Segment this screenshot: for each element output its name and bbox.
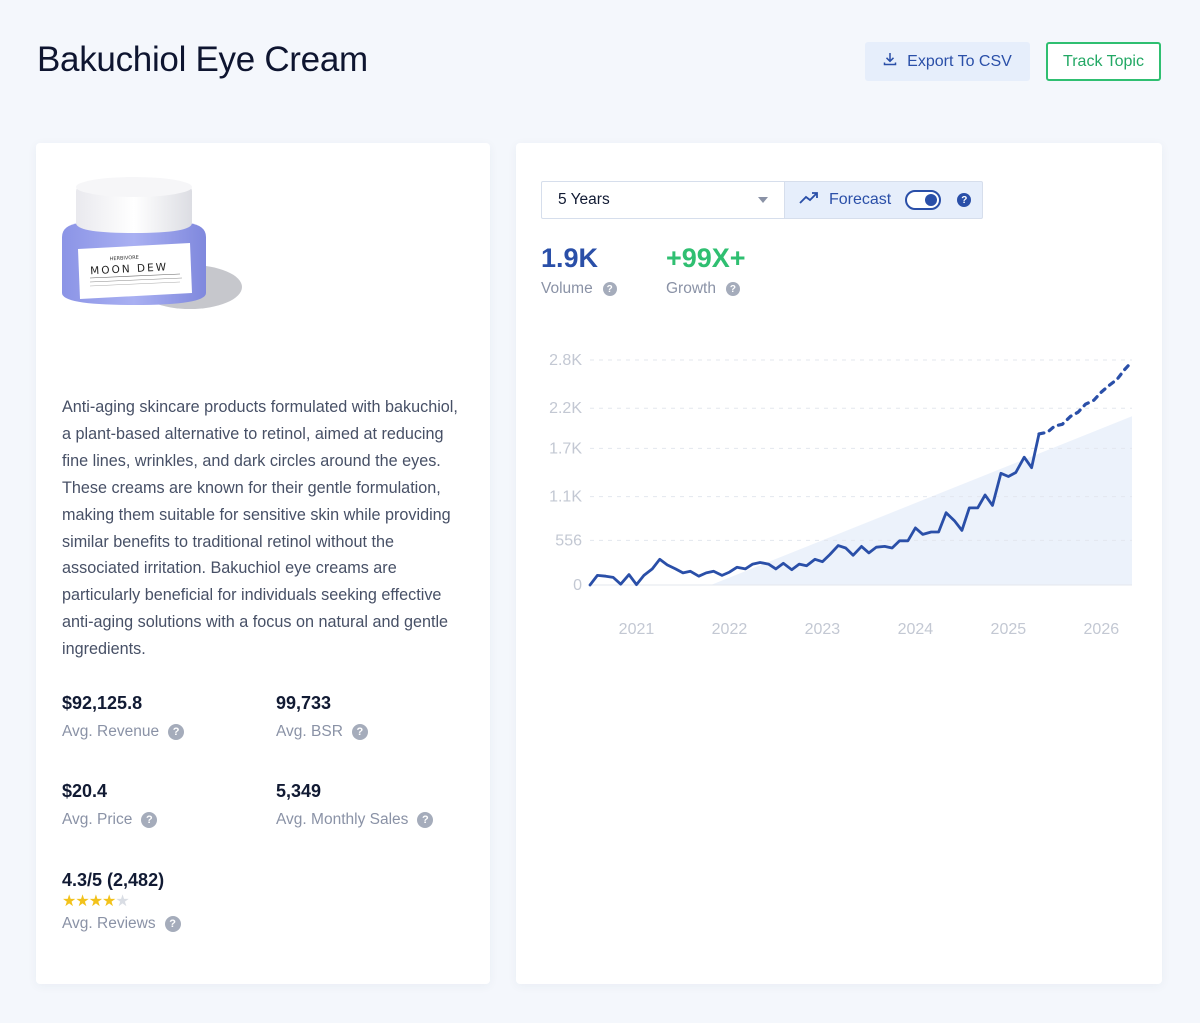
export-csv-label: Export To CSV <box>907 52 1012 70</box>
bsr-value: 99,733 <box>276 693 332 713</box>
trending-up-icon <box>799 191 819 210</box>
revenue-value: $92,125.8 <box>62 693 143 713</box>
y-tick-label: 2.8K <box>549 352 582 369</box>
revenue-label: Avg. Revenue <box>62 723 160 740</box>
star-filled-icon: ★ <box>75 893 89 910</box>
svg-text:MOON DEW: MOON DEW <box>90 261 168 277</box>
revenue-label-row: Avg. Revenue ? <box>62 723 185 741</box>
chevron-down-icon <box>758 197 768 203</box>
y-tick-label: 556 <box>555 532 582 549</box>
help-icon[interactable]: ? <box>725 282 740 296</box>
price-label-row: Avg. Price ? <box>62 811 158 829</box>
y-tick-label: 1.7K <box>549 440 582 457</box>
star-filled-icon: ★ <box>62 893 76 910</box>
growth-value: +99X+ <box>666 243 746 273</box>
svg-text:HERBIVORE: HERBIVORE <box>110 255 139 263</box>
trend-area <box>710 416 1132 585</box>
product-description: Anti-aging skincare products formulated … <box>62 398 458 659</box>
toggle-knob <box>925 194 938 206</box>
forecast-label: Forecast <box>829 191 892 208</box>
reviews-label: Avg. Reviews <box>62 915 156 932</box>
track-topic-button[interactable]: Track Topic <box>1046 42 1161 81</box>
help-icon[interactable]: ? <box>164 916 181 932</box>
growth-label-row: Growth ? <box>666 280 746 298</box>
x-tick-label: 2022 <box>712 621 748 638</box>
metric-reviews: 4.3/5 (2,482) ★★★★★ Avg. Reviews ? <box>62 870 181 933</box>
star-filled-icon: ★ <box>102 893 116 910</box>
y-tick-label: 0 <box>573 577 582 594</box>
reviews-value: 4.3/5 (2,482) <box>62 870 165 890</box>
monthly-sales-label-row: Avg. Monthly Sales ? <box>276 811 434 829</box>
volume-value: 1.9K <box>541 243 599 273</box>
help-icon[interactable]: ? <box>168 724 185 740</box>
download-icon <box>883 52 897 71</box>
help-icon[interactable]: ? <box>141 812 158 828</box>
monthly-sales-label: Avg. Monthly Sales <box>276 811 409 828</box>
help-icon[interactable]: ? <box>957 193 972 207</box>
forecast-toggle[interactable] <box>905 190 942 210</box>
metric-monthly-sales: 5,349 Avg. Monthly Sales ? <box>276 781 434 829</box>
price-value: $20.4 <box>62 781 108 801</box>
metric-bsr: 99,733 Avg. BSR ? <box>276 693 368 741</box>
trend-line-chart: 0 556 1.1K 1.7K 2.2K 2.8K 2021 2022 2023 2024 2025… <box>549 352 1134 638</box>
help-icon[interactable]: ? <box>417 812 434 828</box>
export-csv-button[interactable]: Export To CSV <box>865 42 1030 81</box>
bsr-label: Avg. BSR <box>276 723 343 740</box>
forecast-control: Forecast ? <box>784 181 983 219</box>
timerange-select[interactable]: 5 Years <box>541 181 785 219</box>
x-tick-label: 2025 <box>991 621 1027 638</box>
y-tick-label: 1.1K <box>549 489 582 506</box>
star-filled-icon: ★ <box>88 893 103 910</box>
bsr-label-row: Avg. BSR ? <box>276 723 368 741</box>
stat-volume: 1.9K Volume ? <box>541 243 617 298</box>
trend-chart-card: 5 Years Forecast ? 1.9K Volume ? +99X+ G… <box>516 143 1162 984</box>
metric-revenue: $92,125.8 Avg. Revenue ? <box>62 693 185 741</box>
growth-label: Growth <box>666 280 716 297</box>
stat-growth: +99X+ Growth ? <box>666 243 746 298</box>
reviews-label-row: Avg. Reviews ? <box>62 915 181 933</box>
star-empty-icon: ★ <box>115 893 129 910</box>
x-tick-label: 2026 <box>1084 621 1120 638</box>
price-label: Avg. Price <box>62 811 133 828</box>
star-rating: ★★★★★ <box>62 893 181 911</box>
page-title: Bakuchiol Eye Cream <box>37 40 368 79</box>
x-tick-label: 2023 <box>805 621 841 638</box>
volume-line <box>588 432 1041 587</box>
track-topic-label: Track Topic <box>1063 52 1144 70</box>
x-tick-label: 2021 <box>619 621 655 638</box>
volume-label: Volume <box>541 280 593 297</box>
x-tick-label: 2024 <box>898 621 934 638</box>
metric-price: $20.4 Avg. Price ? <box>62 781 158 829</box>
timerange-value: 5 Years <box>558 191 610 208</box>
volume-label-row: Volume ? <box>541 280 617 298</box>
help-icon[interactable]: ? <box>602 282 617 296</box>
forecast-line <box>1037 360 1134 436</box>
product-jar-image: HERBIVORE MOON DEW <box>60 175 260 315</box>
help-icon[interactable]: ? <box>351 724 368 740</box>
y-tick-label: 2.2K <box>549 400 582 417</box>
monthly-sales-value: 5,349 <box>276 781 322 801</box>
product-details-card: HERBIVORE MOON DEW Anti-aging skincare p… <box>36 143 490 984</box>
